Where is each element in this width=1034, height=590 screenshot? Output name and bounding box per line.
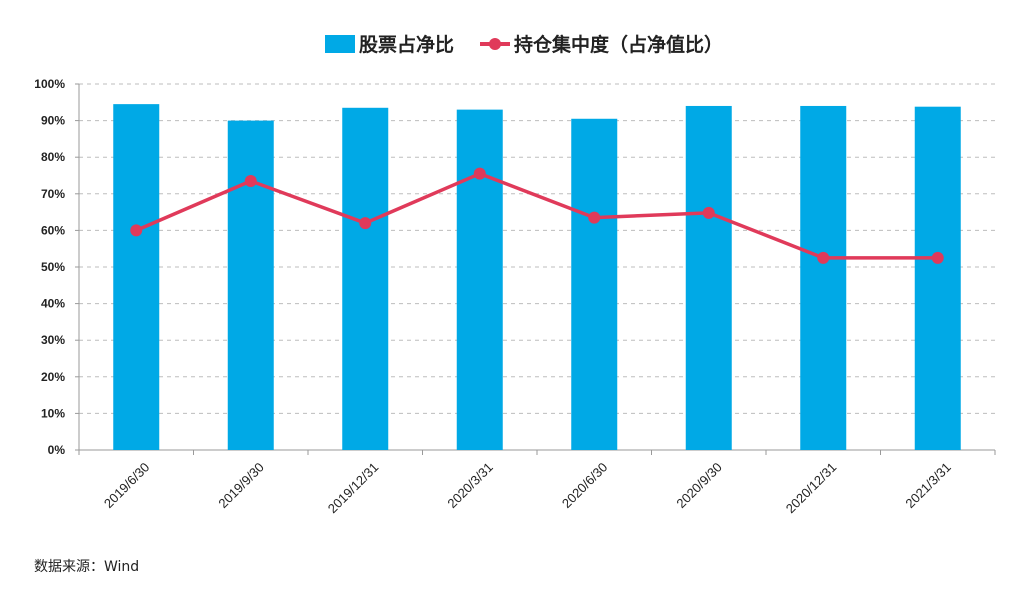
bar [685,105,732,451]
line-point [817,251,830,264]
x-tick-label: 2020/12/31 [783,460,840,517]
y-tick-label: 90% [41,114,65,128]
bar [914,106,961,450]
bar [113,104,160,450]
line-point [244,174,257,187]
bar [227,120,274,450]
bar [342,107,389,450]
line-point [473,167,486,180]
x-tick-label: 2020/6/30 [559,460,611,512]
line-point [702,206,715,219]
y-tick-label: 80% [41,150,65,164]
y-tick-label: 20% [41,370,65,384]
y-tick-label: 0% [48,443,66,457]
legend-line-marker [489,38,501,50]
y-tick-label: 30% [41,333,65,347]
bar [571,118,618,451]
x-tick-label: 2019/9/30 [215,460,267,512]
line-point [931,251,944,264]
x-tick-label: 2019/6/30 [101,460,153,512]
y-tick-label: 70% [41,187,65,201]
y-tick-label: 50% [41,260,65,274]
series-line [135,171,938,260]
legend-label-bars: 股票占净比 [359,33,454,56]
y-tick-label: 60% [41,223,65,237]
x-tick-label: 2020/3/31 [444,460,496,512]
line-point [359,217,372,230]
bar [800,105,847,451]
source-note: 数据来源：Wind [34,559,140,575]
y-tick-label: 100% [34,77,65,91]
legend-label-line: 持仓集中度（占净值比） [514,33,723,56]
legend-bar-swatch [325,35,355,53]
line-point [588,211,601,224]
y-tick-label: 10% [41,406,65,420]
x-tick-label: 2019/12/31 [325,460,382,517]
bar [456,109,503,451]
line-point [130,224,143,237]
x-tick-label: 2021/3/31 [902,460,954,512]
x-tick-label: 2020/9/30 [673,460,725,512]
y-tick-label: 40% [41,297,65,311]
